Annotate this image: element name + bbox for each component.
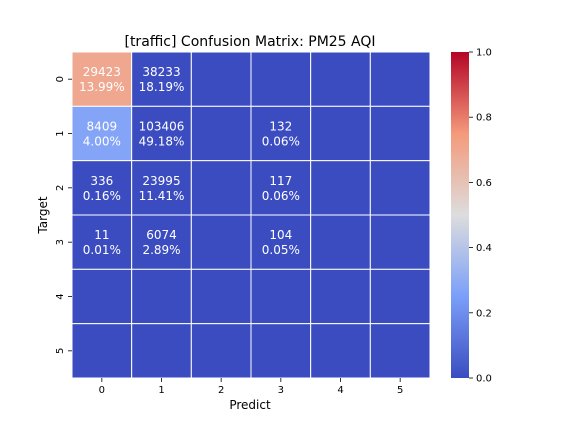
heatmap-cell-r0-c5 <box>369 51 431 107</box>
heatmap-cell-r1-c1 <box>131 105 192 162</box>
heatmap-cell-r4-c5 <box>369 268 431 325</box>
y-axis-ticks: 0 1 2 3 4 5 <box>55 76 72 354</box>
heatmap-cell-r1-c5 <box>369 105 431 162</box>
heatmap-cell-r0-c2 <box>190 51 252 107</box>
heatmap-cell-r0-c1 <box>131 51 192 107</box>
x-axis-label: Predict <box>229 398 271 412</box>
cell-count-r0-c1: 38233 <box>142 65 180 79</box>
cell-percent-r2-c1: 11.41% <box>139 189 185 203</box>
colorbar-tick-label: 0.6 <box>476 178 492 189</box>
x-tick-label: 3 <box>278 385 284 396</box>
cell-count-r1-c3: 132 <box>269 120 292 134</box>
cell-percent-r2-c0: 0.16% <box>83 189 121 203</box>
heatmap-cell-r4-c4 <box>310 268 371 325</box>
colorbar-tick-label: 0.2 <box>476 308 492 319</box>
heatmap-cell-r3-c3 <box>250 214 312 270</box>
colorbar-tick-label: 0.8 <box>476 113 492 124</box>
cell-percent-r0-c0: 13.99% <box>79 80 125 94</box>
cell-count-r2-c1: 23995 <box>142 174 180 188</box>
heatmap-cell-r2-c4 <box>310 160 371 216</box>
heatmap-cell-r5-c5 <box>369 323 431 379</box>
x-tick-label: 4 <box>337 385 343 396</box>
heatmap-cell-r3-c5 <box>369 214 431 270</box>
heatmap-cell-r0-c3 <box>250 51 312 107</box>
cell-count-r0-c0: 29423 <box>83 65 121 79</box>
heatmap-cell-r3-c4 <box>310 214 371 270</box>
colorbar <box>451 52 469 378</box>
x-tick-label: 5 <box>397 385 403 396</box>
y-tick-label: 4 <box>55 293 66 299</box>
heatmap-cell-r0-c4 <box>310 51 371 107</box>
cell-percent-r1-c0: 4.00% <box>83 135 121 149</box>
y-tick-label: 5 <box>55 348 66 354</box>
heatmap-cell-r4-c1 <box>131 268 192 325</box>
cell-percent-r2-c3: 0.06% <box>262 189 300 203</box>
x-tick-label: 2 <box>218 385 224 396</box>
cell-percent-r0-c1: 18.19% <box>139 80 185 94</box>
cell-count-r1-c0: 8409 <box>87 120 118 134</box>
heatmap-cell-r4-c3 <box>250 268 312 325</box>
heatmap-cell-r5-c1 <box>131 323 192 379</box>
cell-percent-r1-c1: 49.18% <box>139 135 185 149</box>
cell-count-r2-c0: 336 <box>90 174 113 188</box>
cell-percent-r3-c1: 2.89% <box>142 243 180 257</box>
heatmap-cell-r2-c2 <box>190 160 252 216</box>
heatmap-cells <box>71 51 431 379</box>
cell-percent-r1-c3: 0.06% <box>262 135 300 149</box>
cell-count-r3-c0: 11 <box>94 228 109 242</box>
heatmap-cell-r5-c4 <box>310 323 371 379</box>
cell-count-r2-c3: 117 <box>269 174 292 188</box>
colorbar-tick-label: 0.4 <box>476 243 492 254</box>
y-tick-label: 2 <box>55 185 66 191</box>
heatmap-cell-r5-c2 <box>190 323 252 379</box>
x-axis-ticks: 0 1 2 3 4 5 <box>99 378 403 396</box>
heatmap-cell-r1-c0 <box>71 105 133 162</box>
heatmap-cell-r3-c2 <box>190 214 252 270</box>
y-axis-label: Target <box>36 196 50 234</box>
chart-title: [traffic] Confusion Matrix: PM25 AQI <box>124 34 375 50</box>
cell-count-r1-c1: 103406 <box>139 120 185 134</box>
cell-count-r3-c3: 104 <box>269 228 292 242</box>
cell-percent-r3-c0: 0.01% <box>83 243 121 257</box>
heatmap-cell-r4-c2 <box>190 268 252 325</box>
heatmap-cell-r1-c4 <box>310 105 371 162</box>
x-tick-label: 0 <box>99 385 105 396</box>
y-tick-label: 0 <box>55 76 66 82</box>
x-tick-label: 1 <box>158 385 164 396</box>
y-tick-label: 3 <box>55 239 66 245</box>
heatmap-cell-r0-c0 <box>71 51 133 107</box>
colorbar-ticks: 0.0 0.2 0.4 0.6 0.8 1.0 <box>469 48 492 385</box>
heatmap-cell-r1-c2 <box>190 105 252 162</box>
heatmap-cell-r5-c3 <box>250 323 312 379</box>
cell-count-r3-c1: 6074 <box>146 228 177 242</box>
colorbar-tick-label: 1.0 <box>476 48 492 59</box>
y-tick-label: 1 <box>55 130 66 136</box>
cell-percent-r3-c3: 0.05% <box>262 243 300 257</box>
heatmap-cell-r2-c5 <box>369 160 431 216</box>
heatmap-cell-r2-c0 <box>71 160 133 216</box>
colorbar-tick-label: 0.0 <box>476 374 492 385</box>
heatmap-cell-r5-c0 <box>71 323 133 379</box>
heatmap-cell-r4-c0 <box>71 268 133 325</box>
heatmap-cell-r1-c3 <box>250 105 312 162</box>
